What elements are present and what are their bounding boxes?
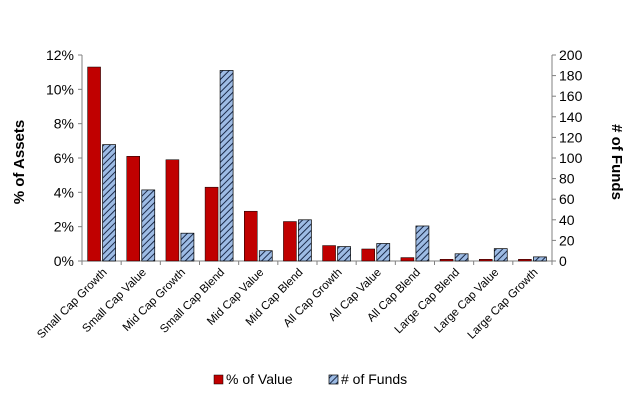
right-tick-label: 160 [559, 88, 583, 104]
bar-num-funds[interactable] [454, 253, 469, 262]
bar-num-funds[interactable] [141, 189, 156, 262]
legend-swatch-pct-value [213, 374, 224, 385]
left-tick-label: 4% [54, 184, 74, 200]
left-axis-title: % of Assets [11, 120, 28, 204]
bar-num-funds[interactable] [533, 256, 547, 262]
right-tick-label: 80 [559, 171, 575, 187]
right-axis-title: # of Funds [608, 124, 625, 200]
bar-num-funds[interactable] [219, 70, 234, 262]
right-tick-label: 180 [559, 68, 583, 84]
right-tick-label: 60 [559, 191, 575, 207]
bar-pct-value[interactable] [479, 259, 493, 262]
bar-num-funds[interactable] [180, 232, 195, 262]
right-tick-label: 0 [559, 253, 567, 269]
left-tick-label: 10% [46, 81, 74, 97]
bar-num-funds[interactable] [337, 246, 351, 262]
bar-pct-value[interactable] [87, 66, 101, 262]
category-label: Small Cap Growth [35, 267, 109, 341]
bar-pct-value[interactable] [204, 186, 219, 262]
left-tick-label: 12% [46, 47, 74, 63]
bar-num-funds[interactable] [376, 243, 391, 262]
left-tick-label: 8% [54, 116, 74, 132]
bar-pct-value[interactable] [400, 257, 415, 262]
bar-pct-value[interactable] [518, 259, 532, 262]
bar-num-funds[interactable] [298, 219, 312, 262]
bar-num-funds[interactable] [102, 144, 116, 262]
bar-pct-value[interactable] [165, 159, 180, 262]
legend-label-num-funds: # of Funds [341, 371, 407, 387]
left-tick-label: 6% [54, 150, 74, 166]
bar-pct-value[interactable] [322, 245, 336, 262]
right-tick-label: 100 [559, 150, 583, 166]
right-tick-label: 200 [559, 47, 583, 63]
bar-pct-value[interactable] [439, 259, 454, 262]
right-tick-label: 20 [559, 232, 575, 248]
bar-pct-value[interactable] [283, 221, 297, 262]
category-label: Large Cap Growth [466, 267, 541, 342]
right-tick-label: 40 [559, 212, 575, 228]
bar-pct-value[interactable] [361, 248, 375, 262]
bar-num-funds[interactable] [258, 250, 273, 262]
bar-pct-value[interactable] [126, 156, 140, 262]
right-tick-label: 140 [559, 109, 583, 125]
bar-num-funds[interactable] [415, 225, 430, 262]
bar-pct-value[interactable] [244, 210, 258, 262]
legend-label-pct-value: % of Value [226, 371, 293, 387]
legend-swatch-num-funds [328, 374, 339, 385]
left-tick-label: 0% [54, 253, 74, 269]
right-tick-label: 120 [559, 129, 583, 145]
bar-num-funds[interactable] [493, 248, 508, 262]
left-tick-label: 2% [54, 219, 74, 235]
